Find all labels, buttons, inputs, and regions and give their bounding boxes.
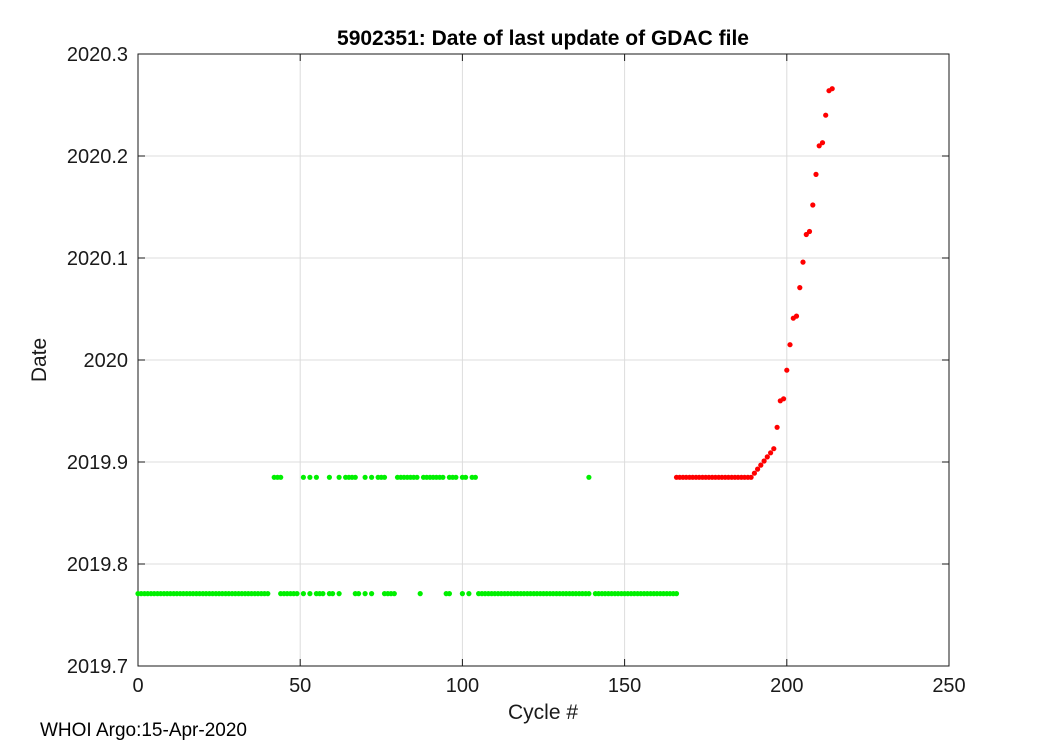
data-point [586,591,592,597]
data-point [369,474,375,480]
footer-credit: WHOI Argo:15-Apr-2020 [40,720,247,741]
data-point [391,591,397,597]
x-tick-label: 0 [132,675,143,697]
data-point [823,112,829,118]
data-point [748,474,754,480]
y-tick-label: 2019.8 [67,554,128,576]
x-tick-label: 150 [608,675,641,697]
data-point [466,591,472,597]
data-point [806,228,813,235]
data-point [673,591,680,597]
data-point [336,474,342,480]
chart-title: 5902351: Date of last update of GDAC fil… [337,27,749,50]
data-point [381,474,388,480]
data-point [362,591,368,597]
data-point [326,474,332,480]
data-point [278,474,284,480]
data-point [472,474,478,480]
data-point [813,171,819,177]
data-point [463,474,469,480]
data-point [459,591,465,597]
data-point [755,466,761,472]
data-point [793,313,800,319]
y-tick-label: 2020 [84,350,129,372]
data-point [362,474,368,480]
data-point [829,86,835,92]
data-point [369,591,375,597]
data-point [300,474,306,480]
data-point [751,470,758,476]
data-point [307,591,313,597]
data-point [352,474,358,480]
x-tick-label: 200 [770,675,803,697]
y-tick-label: 2020.3 [67,44,128,66]
data-point [414,474,420,480]
data-point [440,474,446,480]
data-point [797,285,803,291]
data-point [446,591,452,597]
data-point [300,591,306,597]
y-tick-label: 2019.9 [67,452,128,474]
data-point [336,591,342,597]
x-tick-label: 50 [289,675,311,697]
data-point [787,342,793,348]
data-point [320,591,326,597]
data-point [453,474,459,480]
data-point [771,446,777,452]
data-point [774,424,780,430]
y-tick-label: 2020.1 [67,248,128,270]
data-point [356,591,362,597]
data-point [781,396,787,402]
data-point [265,591,271,597]
x-tick-label: 250 [932,675,965,697]
data-point [761,458,767,464]
x-tick-label: 100 [446,675,479,697]
data-point [294,591,300,597]
x-axis-label: Cycle # [507,701,579,724]
data-point [417,591,423,597]
data-point [586,474,592,480]
data-point [810,202,816,208]
data-point [330,591,336,597]
data-point [768,450,774,456]
data-point [816,143,822,149]
data-point [784,367,790,373]
data-point [758,462,764,468]
data-point [307,474,313,480]
y-tick-label: 2020.2 [67,146,128,168]
data-point [764,454,770,460]
data-point [800,259,806,265]
data-point [819,140,826,146]
y-tick-label: 2019.7 [67,656,128,678]
data-point [313,474,319,480]
